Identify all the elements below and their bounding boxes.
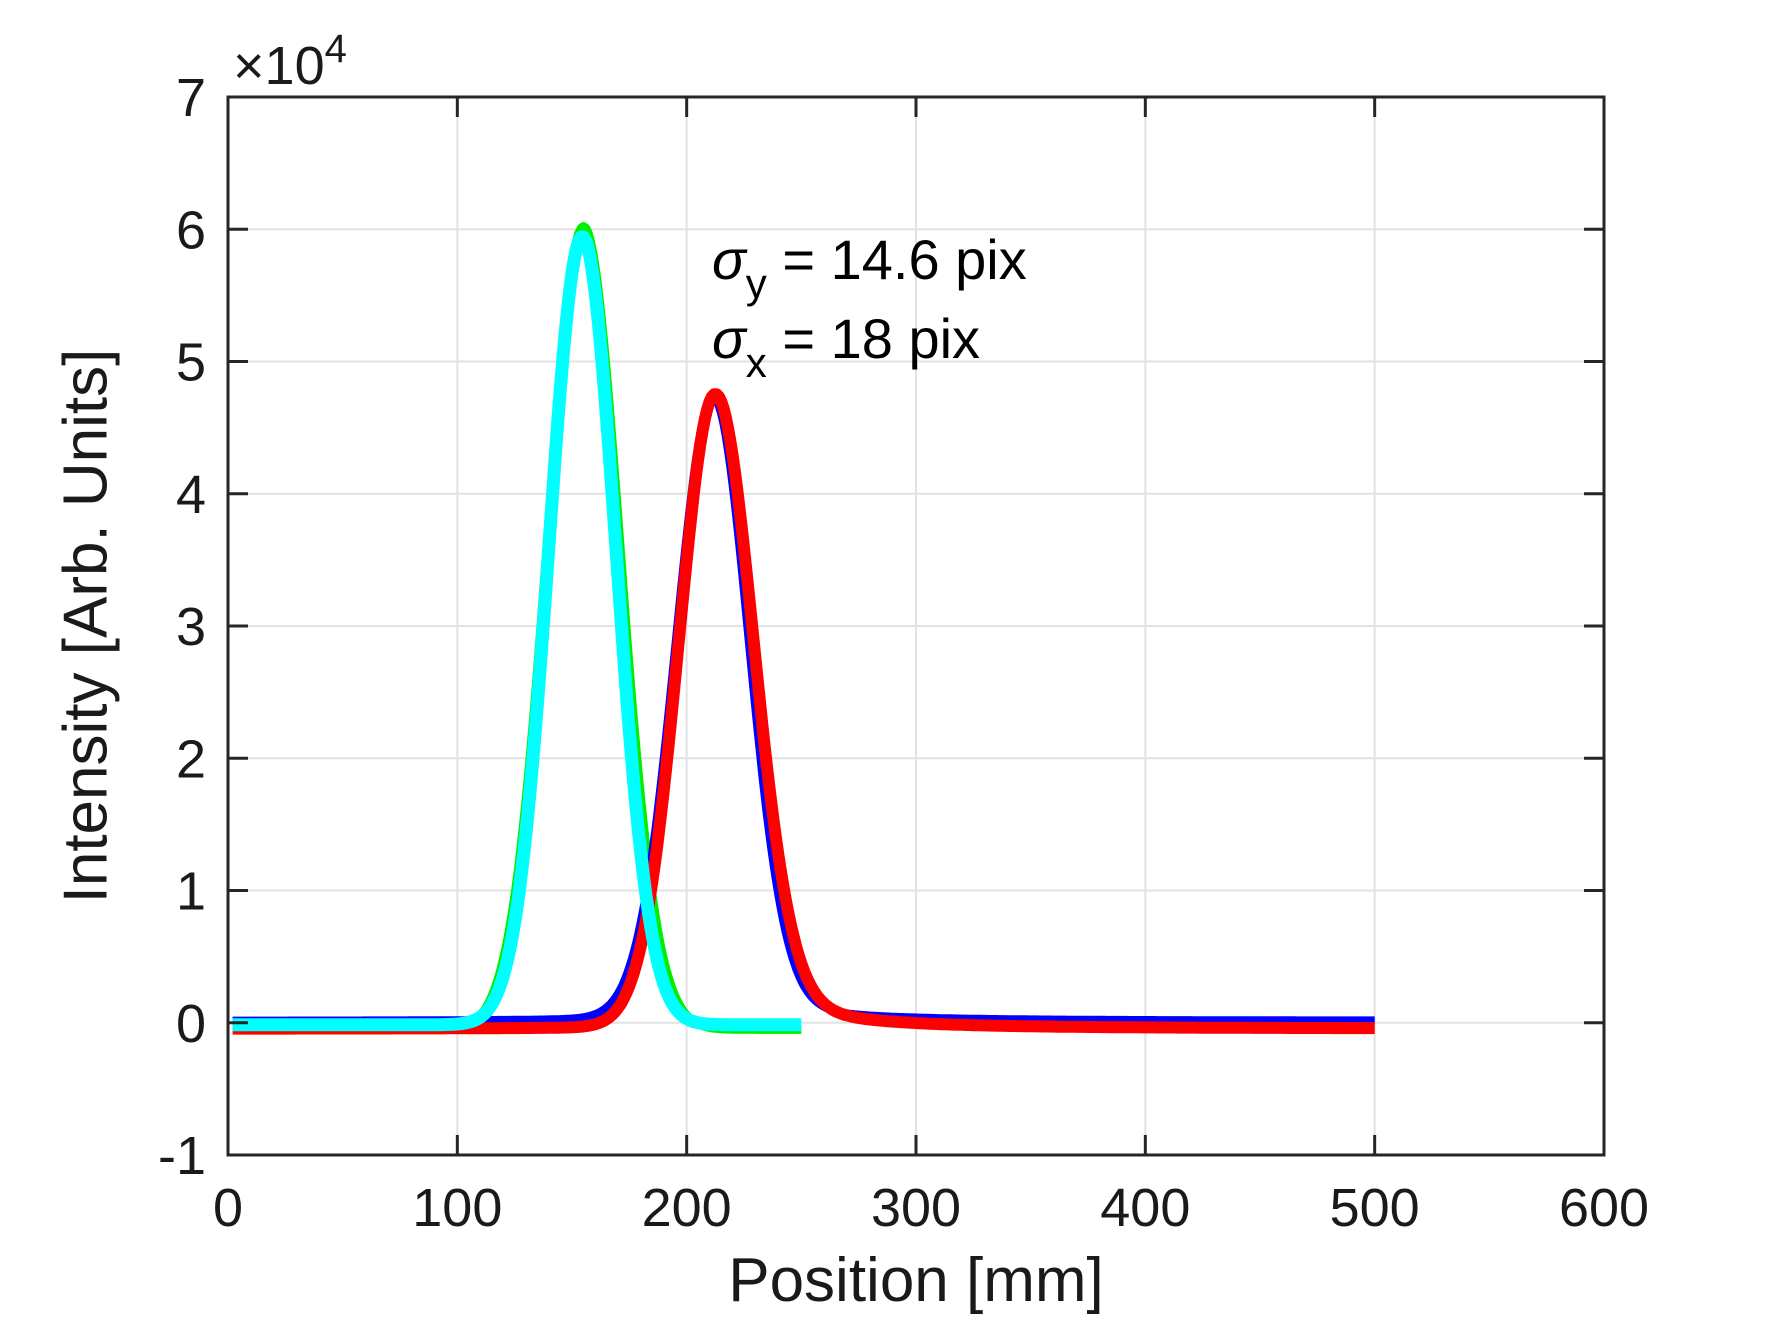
sigma-y-value: = 14.6 pix: [766, 228, 1027, 291]
y-axis-multiplier-base: ×10: [233, 36, 325, 96]
series-x-profile-fit: [228, 388, 1379, 1035]
tick-label-y-7: 7: [176, 68, 206, 128]
series-x-profile-data: [230, 394, 1377, 1025]
tick-label-x-400: 400: [1100, 1178, 1190, 1238]
sigma-x-subscript: x: [745, 338, 767, 386]
tick-label-y-1: 1: [176, 862, 206, 922]
sigma-x-annotation: σx = 18 pix: [712, 299, 1027, 383]
tick-label-y--1: -1: [158, 1126, 206, 1186]
tick-label-x-300: 300: [871, 1178, 961, 1238]
sigma-y-subscript: y: [745, 259, 767, 307]
sigma-y-annotation: σy = 14.6 pix: [712, 220, 1027, 304]
tick-label-x-0: 0: [213, 1178, 243, 1238]
tick-label-x-100: 100: [412, 1178, 502, 1238]
sigma-glyph: σ: [712, 307, 746, 370]
tick-label-y-0: 0: [176, 994, 206, 1054]
tick-label-x-500: 500: [1330, 1178, 1420, 1238]
y-axis-multiplier-exponent: 4: [324, 27, 347, 71]
sigma-annotation: σy = 14.6 pix σx = 18 pix: [712, 220, 1027, 383]
tick-label-y-4: 4: [176, 465, 206, 525]
tick-label-x-600: 600: [1559, 1178, 1649, 1238]
sigma-glyph: σ: [712, 228, 746, 291]
tick-label-y-3: 3: [176, 597, 206, 657]
tick-label-y-6: 6: [176, 200, 206, 260]
y-axis-multiplier: ×104: [233, 27, 347, 97]
series-y-profile-fit: [228, 230, 806, 1032]
tick-label-y-2: 2: [176, 729, 206, 789]
sigma-x-value: = 18 pix: [766, 307, 981, 370]
x-axis-label: Position [mm]: [728, 1246, 1104, 1315]
tick-label-x-200: 200: [642, 1178, 732, 1238]
y-axis-label: Intensity [Arb. Units]: [51, 348, 121, 904]
tick-label-y-5: 5: [176, 333, 206, 393]
